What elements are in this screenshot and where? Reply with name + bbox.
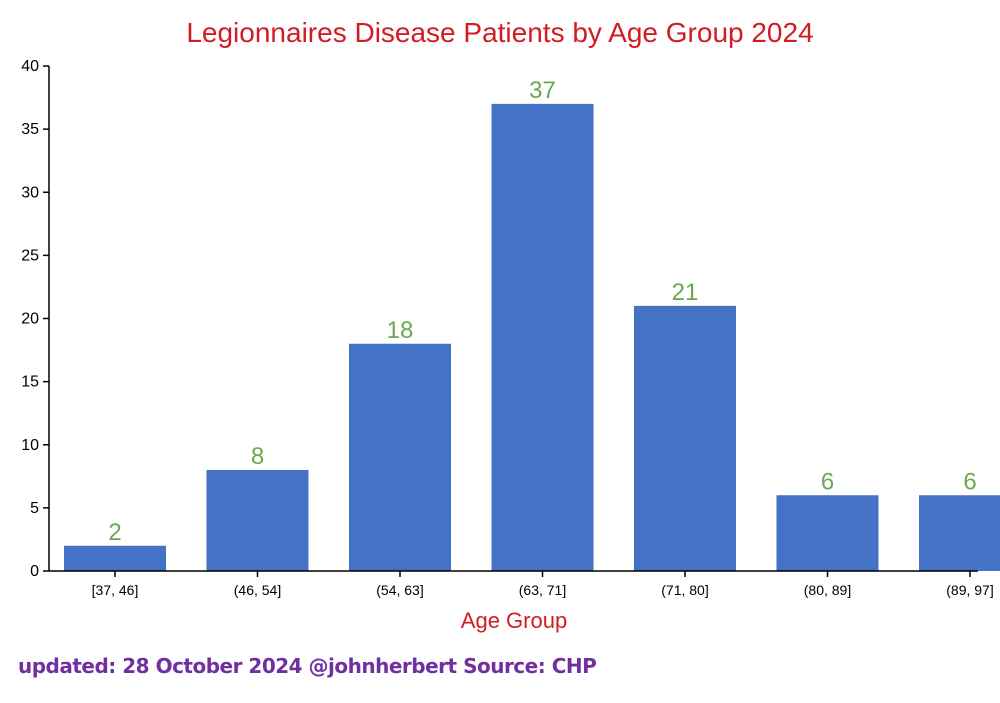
bars: 2 8 18 37 21 6 6 (64, 77, 1000, 571)
x-axis: [37, 46] (46, 54] (54, 63] (63, 71] (71, 80]… (49, 570, 994, 598)
chart-title: Legionnaires Disease Patients by Age Gro… (186, 17, 813, 48)
y-tick-label: 30 (21, 184, 39, 201)
x-tick-label: (46, 54] (234, 582, 281, 598)
x-tick-label: (54, 63] (376, 582, 423, 598)
x-tick-label: [37, 46] (92, 582, 139, 598)
x-tick-label: (71, 80] (661, 582, 708, 598)
bar (349, 343, 451, 571)
data-label: 6 (963, 468, 976, 495)
y-tick-label: 40 (21, 58, 39, 75)
data-label: 2 (108, 519, 121, 546)
y-tick-label: 0 (30, 563, 39, 580)
data-label: 8 (251, 443, 264, 470)
data-label: 18 (387, 317, 414, 344)
y-tick-label: 25 (21, 247, 39, 264)
bar (776, 495, 879, 571)
bar (206, 470, 309, 571)
data-label: 37 (529, 77, 556, 104)
footer-note: updated: 28 October 2024 @johnherbert So… (18, 654, 597, 678)
x-tick-label: (80, 89] (804, 582, 851, 598)
y-tick-label: 20 (21, 311, 39, 328)
data-label: 21 (672, 279, 699, 306)
bar (919, 495, 1000, 571)
x-axis-label: Age Group (461, 608, 567, 633)
y-tick-label: 15 (21, 374, 39, 391)
x-tick-label: (63, 71] (519, 582, 566, 598)
x-tick-label: (89, 97] (946, 582, 993, 598)
bar (634, 305, 736, 571)
y-tick-label: 35 (21, 121, 39, 138)
bar (64, 545, 166, 571)
y-axis: 0 5 10 15 20 25 30 35 40 (21, 58, 50, 580)
data-label: 6 (821, 468, 834, 495)
y-tick-label: 10 (21, 437, 39, 454)
y-tick-label: 5 (30, 500, 39, 517)
bar (491, 103, 594, 571)
